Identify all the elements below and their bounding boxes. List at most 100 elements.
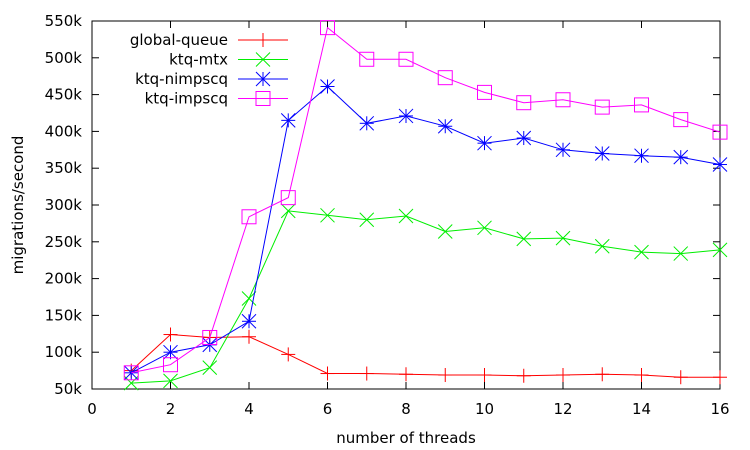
y-tick-label: 450k: [45, 86, 83, 104]
data-point: [594, 99, 610, 115]
x-tick-label: 12: [553, 400, 572, 418]
legend-marker: [255, 71, 271, 87]
data-point: [712, 124, 728, 140]
series-ktq-mtx: [123, 203, 728, 391]
marker-stroke: [320, 79, 335, 94]
y-tick-label: 500k: [45, 49, 83, 67]
data-point: [516, 130, 532, 146]
data-point: [594, 238, 610, 254]
marker-stroke: [555, 230, 571, 246]
data-point: [555, 230, 571, 246]
x-tick-label: 0: [87, 400, 97, 418]
marker-stroke: [673, 149, 689, 165]
data-point: [595, 367, 610, 382]
marker-stroke: [516, 95, 532, 111]
data-point: [281, 347, 296, 362]
marker-stroke: [712, 124, 728, 140]
data-point: [556, 368, 570, 383]
data-point: [713, 370, 727, 385]
legend-label: global-queue: [130, 31, 228, 49]
y-tick-label: 100k: [45, 343, 83, 361]
marker-stroke: [516, 130, 532, 146]
series-line: [131, 26, 721, 374]
x-axis-ticks: 0 2 4 6 8 10 12 14 16: [87, 21, 730, 418]
series-line: [130, 333, 720, 378]
y-tick-label: 400k: [45, 122, 83, 140]
data-point: [320, 20, 335, 36]
marker-stroke: [163, 373, 178, 389]
data-point: [202, 360, 218, 376]
marker-stroke: [255, 52, 271, 67]
marker-stroke: [202, 360, 218, 376]
x-tick-label: 6: [323, 400, 333, 418]
data-point: [359, 115, 375, 131]
data-point: [320, 207, 335, 223]
series-ktq-impscq: [123, 20, 728, 381]
marker-stroke: [320, 207, 335, 223]
x-tick-label: 14: [632, 400, 651, 418]
marker-stroke: [673, 246, 689, 261]
series-line: [131, 210, 721, 384]
legend-label: ktq-mtx: [169, 51, 228, 69]
legend-marker: [255, 91, 271, 106]
data-point: [673, 246, 689, 261]
data-point: [241, 313, 257, 329]
marker-stroke: [359, 212, 375, 228]
data-point: [242, 329, 256, 344]
marker-stroke: [712, 242, 728, 258]
data-point: [320, 79, 335, 94]
legend-item: ktq-nimpscq: [135, 70, 288, 88]
legend-label: ktq-nimpscq: [135, 70, 228, 88]
x-tick-label: 8: [401, 400, 411, 418]
x-tick-label: 4: [244, 400, 254, 418]
marker-stroke: [594, 238, 610, 254]
data-point: [163, 357, 178, 373]
x-tick-label: 2: [166, 400, 176, 418]
marker-stroke: [712, 157, 728, 172]
marker-stroke: [516, 231, 532, 247]
marker-stroke: [163, 344, 178, 360]
data-point: [712, 242, 728, 258]
data-point: [241, 291, 257, 306]
marker-stroke: [280, 113, 296, 128]
legend-label: ktq-impscq: [145, 90, 228, 108]
y-tick-label: 150k: [45, 306, 83, 324]
marker-stroke: [280, 190, 296, 206]
marker-stroke: [555, 92, 571, 108]
legend-marker: [256, 33, 270, 47]
marker-stroke: [477, 84, 492, 100]
data-point: [634, 368, 649, 383]
data-point: [359, 212, 375, 228]
marker-stroke: [437, 224, 453, 239]
marker-stroke: [359, 51, 375, 67]
data-point: [712, 157, 728, 172]
data-point: [123, 365, 139, 381]
x-tick-label: 10: [475, 400, 494, 418]
data-point: [241, 209, 257, 225]
data-point: [398, 51, 414, 67]
data-point: [359, 366, 374, 381]
data-point: [123, 365, 139, 381]
data-point: [437, 224, 453, 239]
marker-stroke: [555, 142, 571, 158]
series-line: [131, 85, 721, 374]
data-point: [437, 118, 453, 134]
x-tick-label: 16: [710, 400, 729, 418]
marker-stroke: [634, 148, 649, 164]
data-point: [163, 344, 178, 360]
data-point: [634, 244, 649, 260]
marker-stroke: [477, 135, 492, 151]
marker-stroke: [398, 208, 414, 224]
data-point: [280, 203, 296, 219]
data-point: [673, 370, 688, 385]
data-point: [516, 368, 531, 383]
legend-marker: [255, 52, 271, 67]
marker-stroke: [359, 115, 375, 131]
marker-stroke: [123, 365, 139, 381]
data-point: [516, 95, 532, 111]
data-point: [399, 367, 413, 382]
data-point: [477, 368, 492, 383]
data-point: [398, 208, 414, 224]
marker-stroke: [437, 118, 453, 134]
